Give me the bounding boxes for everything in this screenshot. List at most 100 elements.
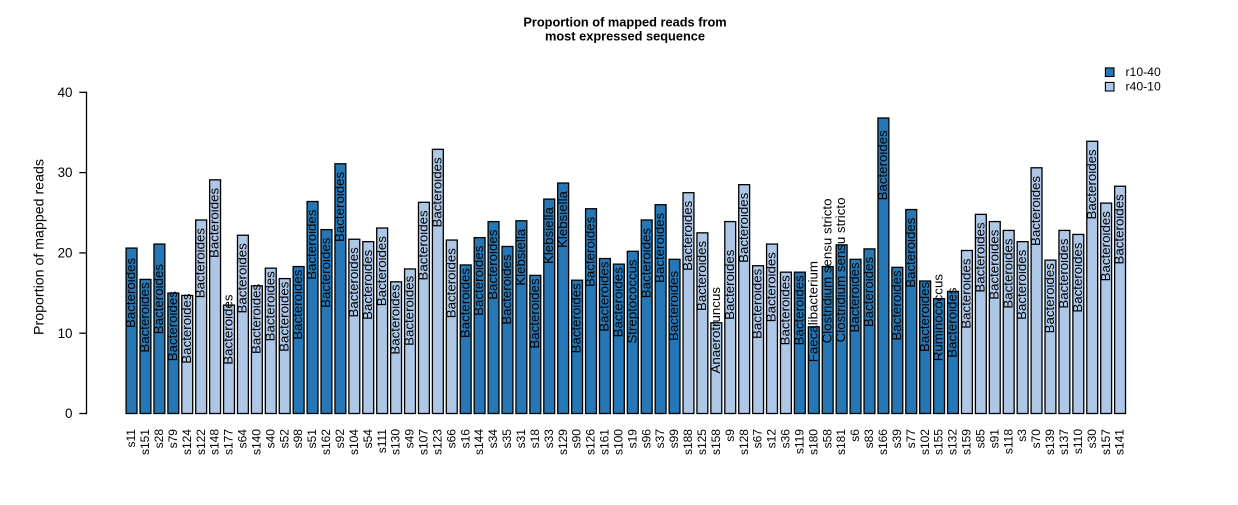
svg-text:Bacteroides: Bacteroides	[791, 275, 806, 346]
svg-text:s39: s39	[890, 429, 904, 449]
svg-text:s166: s166	[876, 429, 890, 455]
svg-text:Bacteroides: Bacteroides	[346, 247, 361, 318]
svg-text:Bacteroides: Bacteroides	[123, 257, 138, 328]
svg-text:Bacteroides: Bacteroides	[527, 278, 542, 349]
svg-text:Bacteroides: Bacteroides	[750, 268, 765, 339]
svg-text:s19: s19	[625, 429, 639, 449]
svg-text:Bacteroides: Bacteroides	[597, 261, 612, 332]
svg-text:s130: s130	[389, 429, 403, 455]
svg-text:Bacteroides: Bacteroides	[179, 293, 194, 364]
svg-text:s98: s98	[291, 429, 305, 449]
svg-text:Streptococcus: Streptococcus	[624, 259, 639, 344]
svg-text:s96: s96	[639, 429, 653, 449]
svg-text:s161: s161	[598, 429, 612, 455]
svg-text:s129: s129	[556, 429, 570, 455]
svg-text:Bacteroides: Bacteroides	[1000, 238, 1015, 309]
svg-text:Clostridium sensu stricto: Clostridium sensu stricto	[819, 199, 834, 344]
svg-text:s128: s128	[737, 429, 751, 455]
svg-text:s6: s6	[848, 429, 862, 442]
svg-text:Bacteroides: Bacteroides	[416, 210, 431, 281]
svg-text:10: 10	[58, 326, 73, 341]
svg-text:s28: s28	[152, 429, 166, 449]
svg-text:Bacteroides: Bacteroides	[986, 229, 1001, 300]
svg-text:s79: s79	[166, 429, 180, 449]
svg-text:Bacteroides: Bacteroides	[318, 237, 333, 308]
svg-text:0: 0	[65, 406, 72, 421]
svg-text:s177: s177	[222, 429, 236, 455]
svg-text:s124: s124	[180, 429, 194, 455]
svg-text:s158: s158	[709, 429, 723, 455]
svg-text:s52: s52	[277, 429, 291, 449]
svg-text:s181: s181	[834, 429, 848, 455]
svg-text:s77: s77	[904, 429, 918, 449]
svg-text:s125: s125	[695, 429, 709, 455]
svg-text:s92: s92	[333, 429, 347, 449]
svg-text:s66: s66	[444, 429, 458, 449]
svg-text:Bacteroides: Bacteroides	[443, 248, 458, 319]
svg-text:Bacteroides: Bacteroides	[1042, 263, 1057, 334]
svg-text:Bacteroides: Bacteroides	[722, 249, 737, 320]
svg-text:Bacteroides: Bacteroides	[248, 283, 263, 354]
svg-text:s3: s3	[1015, 429, 1029, 442]
svg-text:s40: s40	[263, 429, 277, 449]
svg-text:Bacteroides: Bacteroides	[165, 291, 180, 362]
svg-text:s85: s85	[973, 429, 987, 449]
svg-text:s162: s162	[319, 429, 333, 455]
svg-text:Bacteroides: Bacteroides	[917, 281, 932, 352]
svg-text:s100: s100	[611, 429, 625, 455]
svg-text:Bacteroides: Bacteroides	[499, 254, 514, 325]
svg-text:Bacteroides: Bacteroides	[959, 258, 974, 329]
svg-text:Bacteroides: Bacteroides	[694, 240, 709, 311]
svg-text:s36: s36	[779, 429, 793, 449]
svg-text:s70: s70	[1029, 429, 1043, 449]
svg-text:Bacteroides: Bacteroides	[875, 130, 890, 201]
svg-text:Bacteroides: Bacteroides	[471, 245, 486, 316]
svg-text:Bacteroides: Bacteroides	[388, 284, 403, 355]
svg-text:Bacteroides: Bacteroides	[151, 264, 166, 335]
svg-text:Klebsiella: Klebsiella	[555, 190, 570, 248]
svg-text:Bacteroides: Bacteroides	[652, 212, 667, 283]
svg-text:Bacteroides: Bacteroides	[903, 217, 918, 288]
svg-text:Bacteroides: Bacteroides	[972, 222, 987, 293]
svg-text:r10-40: r10-40	[1126, 65, 1161, 79]
svg-text:s35: s35	[500, 429, 514, 449]
svg-text:Proportion of mapped reads fro: Proportion of mapped reads from	[523, 14, 726, 29]
svg-text:Bacteroides: Bacteroides	[847, 262, 862, 333]
svg-text:s144: s144	[472, 429, 486, 455]
svg-text:s30: s30	[1085, 429, 1099, 449]
svg-text:s111: s111	[375, 429, 389, 454]
svg-text:Bacteroides: Bacteroides	[945, 287, 960, 358]
svg-text:s132: s132	[946, 429, 960, 455]
svg-text:Bacteroides: Bacteroides	[276, 281, 291, 352]
svg-text:most expressed sequence: most expressed sequence	[545, 28, 705, 43]
svg-text:Proportion of mapped reads: Proportion of mapped reads	[32, 159, 48, 335]
svg-text:s148: s148	[208, 429, 222, 455]
svg-text:s58: s58	[820, 429, 834, 449]
svg-text:Bacteroides: Bacteroides	[1056, 238, 1071, 309]
svg-text:Bacteroides: Bacteroides	[193, 228, 208, 299]
svg-text:s99: s99	[667, 429, 681, 449]
svg-text:s159: s159	[960, 429, 974, 455]
svg-text:s67: s67	[751, 429, 765, 449]
svg-text:s90: s90	[570, 429, 584, 449]
svg-text:Bacteroides: Bacteroides	[332, 171, 347, 242]
svg-text:s51: s51	[305, 429, 319, 449]
svg-text:Bacteroides: Bacteroides	[1112, 194, 1127, 265]
svg-text:s16: s16	[458, 429, 472, 449]
svg-text:Bacteroides: Bacteroides	[569, 283, 584, 354]
svg-text:s9: s9	[723, 429, 737, 442]
svg-text:Anaerotruncus: Anaerotruncus	[708, 287, 723, 374]
svg-text:s188: s188	[681, 429, 695, 455]
svg-text:Bacteroides: Bacteroides	[1014, 249, 1029, 320]
svg-text:20: 20	[58, 246, 73, 261]
svg-text:s83: s83	[862, 429, 876, 449]
svg-text:Bacteroides: Bacteroides	[861, 257, 876, 328]
svg-text:40: 40	[58, 85, 73, 100]
svg-text:Bacteroides: Bacteroides	[666, 270, 681, 341]
svg-text:r40-10: r40-10	[1126, 80, 1161, 94]
svg-text:Bacteroides: Bacteroides	[207, 187, 222, 258]
svg-text:Bacteroides: Bacteroides	[290, 269, 305, 340]
svg-text:Bacteroides: Bacteroides	[764, 252, 779, 323]
svg-text:s137: s137	[1057, 429, 1071, 455]
svg-text:s141: s141	[1113, 429, 1127, 455]
